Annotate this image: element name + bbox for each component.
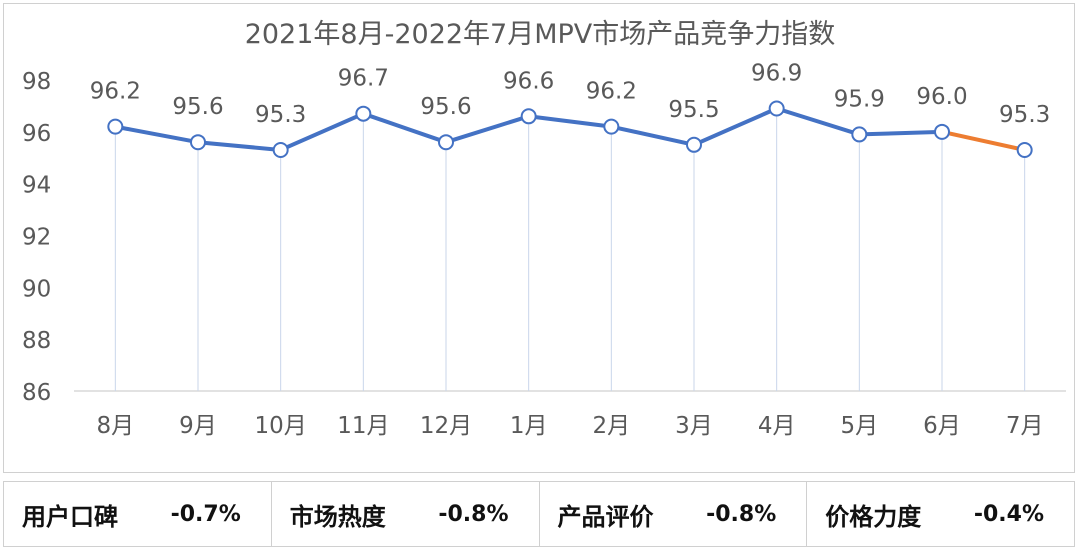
metric-label: 产品评价 bbox=[557, 502, 654, 531]
x-tick-label: 3月 bbox=[675, 413, 713, 439]
data-point bbox=[520, 108, 537, 125]
y-tick-label: 92 bbox=[22, 225, 51, 251]
data-label: 95.9 bbox=[834, 86, 885, 112]
series-segment bbox=[196, 140, 283, 152]
x-tick-label: 4月 bbox=[758, 413, 796, 439]
y-tick-label: 90 bbox=[22, 276, 51, 302]
data-label: 95.6 bbox=[172, 94, 223, 120]
data-point bbox=[355, 105, 372, 122]
y-tick-label: 86 bbox=[22, 380, 51, 406]
y-tick-label: 98 bbox=[22, 69, 51, 95]
x-tick-label: 1月 bbox=[510, 413, 548, 439]
data-point bbox=[438, 134, 454, 151]
x-tick-label: 12月 bbox=[420, 413, 472, 439]
data-label: 96.9 bbox=[751, 61, 802, 87]
data-point bbox=[686, 136, 702, 153]
chart-frame: 2021年8月-2022年7月MPV市场产品竞争力指数 86 88 90 92 94 96… bbox=[3, 3, 1075, 473]
data-label: 95.6 bbox=[420, 94, 471, 120]
data-point bbox=[272, 141, 289, 158]
line-chart: 86 88 90 92 94 96 98 8月 9月 10月 11月 12月 1月 2月 3月 4月 5月 6月 7… bbox=[22, 61, 1066, 439]
data-point bbox=[1016, 141, 1033, 158]
x-tick-label: 5月 bbox=[841, 413, 879, 439]
y-tick-label: 88 bbox=[22, 328, 51, 354]
x-tick-label: 2月 bbox=[593, 413, 631, 439]
metric-product-review: 产品评价 -0.8% bbox=[540, 482, 808, 546]
data-label: 96.7 bbox=[338, 66, 389, 92]
data-label: 96.6 bbox=[503, 68, 554, 94]
x-tick-label: 6月 bbox=[923, 413, 961, 439]
series-segment bbox=[444, 114, 531, 145]
metric-market-heat: 市场热度 -0.8% bbox=[272, 482, 540, 546]
data-point bbox=[603, 118, 620, 135]
series-segment bbox=[361, 111, 448, 145]
metric-user-reputation: 用户口碑 -0.7% bbox=[4, 482, 272, 546]
data-point bbox=[190, 134, 206, 151]
chart-title: 2021年8月-2022年7月MPV市场产品竞争力指数 bbox=[244, 19, 836, 50]
data-point bbox=[768, 100, 785, 117]
data-point bbox=[934, 123, 950, 140]
data-label: 96.2 bbox=[90, 79, 141, 105]
x-tick-label: 11月 bbox=[337, 413, 389, 439]
y-tick-label: 94 bbox=[22, 173, 51, 199]
data-label: 95.3 bbox=[999, 102, 1050, 128]
metric-value: -0.7% bbox=[170, 501, 241, 527]
data-label: 95.5 bbox=[668, 97, 719, 123]
series-segment bbox=[113, 124, 200, 145]
metric-label: 用户口碑 bbox=[22, 502, 118, 531]
metric-value: -0.8% bbox=[706, 501, 777, 527]
data-point bbox=[851, 126, 868, 143]
metrics-bar: 用户口碑 -0.7% 市场热度 -0.8% 产品评价 -0.8% 价格力度 -0… bbox=[3, 481, 1075, 547]
series-segment bbox=[857, 129, 944, 137]
y-tick-label: 96 bbox=[22, 121, 51, 147]
metric-label: 市场热度 bbox=[289, 502, 386, 531]
metric-value: -0.8% bbox=[438, 501, 509, 527]
x-tick-label: 8月 bbox=[97, 413, 135, 439]
x-tick-label: 10月 bbox=[255, 413, 307, 439]
data-point bbox=[107, 118, 124, 135]
data-label: 96.0 bbox=[916, 84, 967, 110]
series-segment bbox=[609, 124, 696, 147]
series-segment-highlight bbox=[940, 129, 1027, 152]
series-segment bbox=[278, 111, 366, 152]
data-label: 96.2 bbox=[586, 79, 637, 105]
series-segment bbox=[526, 114, 614, 129]
metric-label: 价格力度 bbox=[825, 502, 922, 531]
metric-value: -0.4% bbox=[973, 501, 1044, 527]
x-tick-label: 7月 bbox=[1006, 413, 1044, 439]
series-segment bbox=[692, 106, 779, 147]
series-segment bbox=[774, 106, 862, 137]
x-tick-label: 9月 bbox=[179, 413, 217, 439]
data-label: 95.3 bbox=[255, 102, 306, 128]
metric-price-strength: 价格力度 -0.4% bbox=[807, 482, 1074, 546]
